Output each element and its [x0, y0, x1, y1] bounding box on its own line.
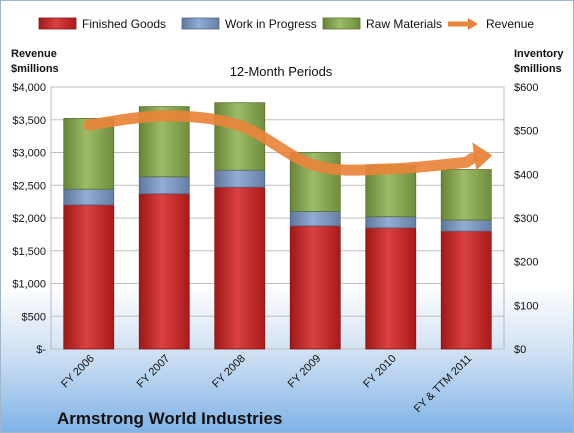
right-tick-label: $300 [514, 213, 538, 225]
revenue-line-path [83, 110, 478, 176]
bar-work-in-progress [365, 216, 417, 229]
gridlines [51, 86, 504, 350]
left-tick-label: $1,500 [12, 246, 46, 258]
revenue-line [83, 110, 493, 176]
left-axis-title-line2: $millions [11, 63, 59, 75]
bar-finished-goods [214, 186, 266, 350]
right-tick-label: $100 [514, 300, 538, 312]
bar-finished-goods [138, 193, 190, 350]
bar-finished-goods [365, 227, 417, 350]
x-tick-label: FY 2007 [135, 353, 173, 391]
bars [63, 102, 492, 350]
legend-label: Revenue [486, 17, 534, 31]
legend-swatch [38, 17, 77, 30]
x-tick-label: FY 2006 [59, 353, 97, 391]
bar-finished-goods [63, 204, 115, 350]
bar-work-in-progress [214, 169, 266, 188]
x-tick-label: FY 2008 [210, 353, 248, 391]
left-tick-label: $2,500 [12, 180, 46, 192]
right-tick-label: $500 [514, 126, 538, 138]
left-tick-label: $3,000 [12, 148, 46, 160]
left-tick-label: $- [36, 344, 46, 356]
left-axis-ticks: $- $500 $1,000 $1,500 $2,000 $2,500 $3,000 $3,5… [12, 82, 46, 356]
revenue-arrowhead [472, 142, 493, 171]
right-tick-label: $400 [514, 169, 538, 181]
right-axis-title-line1: Inventory [514, 48, 564, 60]
right-tick-label: $200 [514, 257, 538, 269]
bar-work-in-progress [289, 211, 341, 227]
left-tick-label: $4,000 [12, 82, 46, 94]
legend: Finished Goods Work in Progress Raw Materi… [38, 17, 534, 31]
x-tick-label: FY 2009 [286, 353, 324, 391]
left-tick-label: $500 [22, 311, 46, 323]
right-axis-ticks: $0 $100 $200 $300 $400 $500 $600 [514, 82, 538, 356]
bar-work-in-progress [138, 176, 190, 195]
left-tick-label: $1,000 [12, 279, 46, 291]
right-axis-title-line2: $millions [514, 63, 562, 75]
left-tick-label: $3,500 [12, 115, 46, 127]
x-tick-label: FY & TTM 2011 [412, 353, 475, 416]
left-axis-title-line1: Revenue [11, 48, 57, 60]
company-name: Armstrong World Industries [57, 409, 282, 428]
bar-finished-goods [289, 225, 341, 350]
right-tick-label: $0 [514, 344, 526, 356]
chart-title: 12-Month Periods [230, 64, 333, 79]
x-axis-ticks: FY 2006 FY 2007 FY 2008 FY 2009 FY 2010 FY & … [59, 353, 474, 416]
legend-swatch [322, 17, 361, 30]
left-tick-label: $2,000 [12, 213, 46, 225]
bar-finished-goods [440, 230, 492, 350]
legend-label: Work in Progress [225, 17, 317, 31]
legend-swatch [181, 17, 220, 30]
x-tick-label: FY 2010 [361, 353, 399, 391]
legend-label: Raw Materials [366, 17, 442, 31]
legend-label: Finished Goods [82, 17, 166, 31]
bar-raw-materials [440, 169, 492, 221]
right-tick-label: $600 [514, 82, 538, 94]
bar-work-in-progress [63, 188, 115, 206]
legend-arrow-revenue [468, 18, 478, 30]
bar-work-in-progress [440, 219, 492, 232]
axis-titles: Revenue $millions Inventory $millions [11, 48, 564, 75]
